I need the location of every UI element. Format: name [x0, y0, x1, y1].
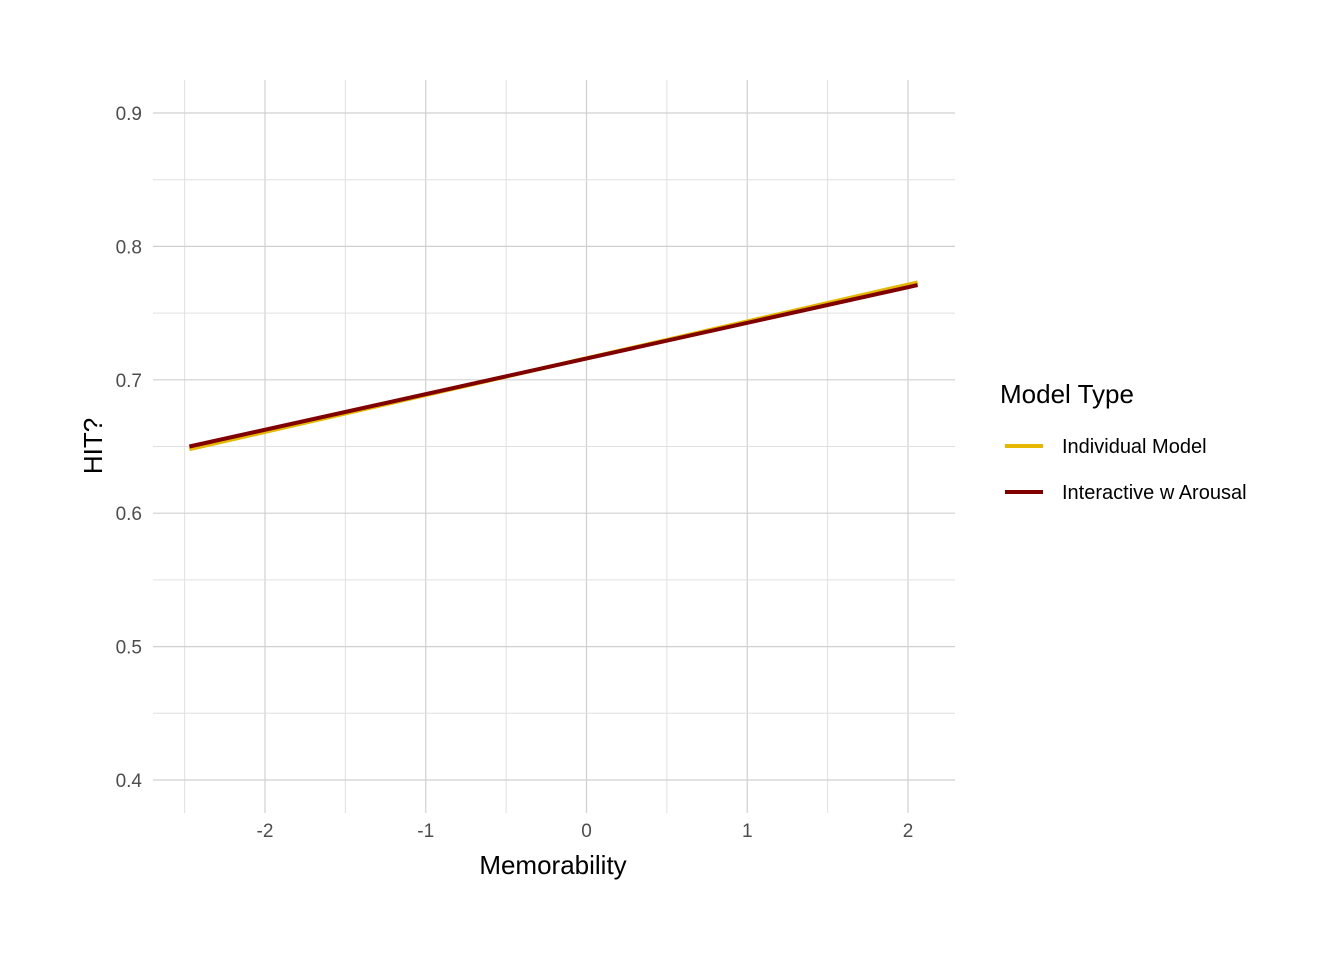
x-tick-label: 0 [581, 821, 592, 842]
x-axis-title: Memorability [479, 850, 626, 880]
y-tick-label: 0.6 [116, 504, 142, 525]
y-axis-title: HIT? [78, 418, 108, 474]
x-axis-ticks: -2 -1 0 1 2 [257, 821, 914, 842]
x-tick-label: -1 [417, 821, 434, 842]
y-tick-label: 0.5 [116, 638, 142, 659]
legend-label-2: Interactive w Arousal [1062, 482, 1247, 504]
series-lines [188, 280, 919, 452]
x-tick-label: 2 [903, 821, 914, 842]
y-tick-label: 0.7 [116, 371, 142, 392]
series-line-2 [188, 283, 919, 449]
y-tick-label: 0.9 [116, 104, 142, 125]
legend-label-1: Individual Model [1062, 436, 1207, 458]
legend-title: Model Type [1000, 379, 1134, 409]
x-tick-label: 1 [742, 821, 753, 842]
y-tick-label: 0.8 [116, 237, 142, 258]
grid [153, 80, 955, 813]
x-tick-label: -2 [257, 821, 274, 842]
y-axis-ticks: 0.4 0.5 0.6 0.7 0.8 0.9 [116, 104, 143, 792]
legend: Model Type Individual Model Interactive w… [1000, 379, 1247, 504]
y-tick-label: 0.4 [116, 771, 143, 792]
legend-items: Individual Model Interactive w Arousal [1005, 436, 1247, 504]
